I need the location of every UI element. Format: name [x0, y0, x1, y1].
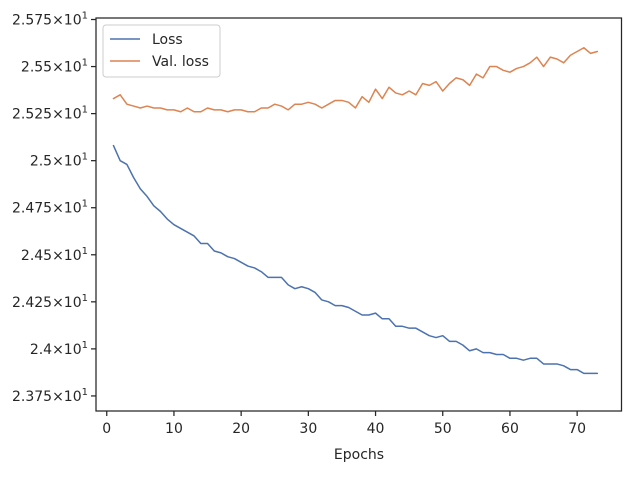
x-tick-label: 10 — [165, 421, 183, 437]
y-tick-label: 2.55×101 — [21, 58, 88, 76]
legend-label-val-loss: Val. loss — [152, 54, 209, 70]
plot-frame — [95, 17, 623, 412]
series-line-val-loss — [112, 46, 599, 113]
y-tick-label: 2.525×101 — [12, 105, 88, 123]
x-tick-label: 60 — [501, 421, 519, 437]
y-tick-label: 2.45×101 — [21, 246, 88, 264]
series-lines — [112, 46, 599, 375]
y-tick-label: 2.575×101 — [12, 11, 88, 29]
x-axis-ticks: 0 10 20 30 40 50 60 70 — [102, 411, 586, 437]
y-tick-label: 2.4×101 — [30, 340, 88, 358]
x-tick-label: 20 — [232, 421, 250, 437]
x-tick-label: 0 — [102, 421, 111, 437]
x-tick-label: 50 — [434, 421, 452, 437]
x-tick-label: 40 — [367, 421, 385, 437]
x-tick-label: 30 — [299, 421, 317, 437]
legend-box — [102, 24, 221, 78]
y-tick-label: 2.425×101 — [12, 293, 88, 311]
y-axis-ticks: 2.375×101 2.4×101 2.425×101 2.45×101 2.475×1… — [12, 11, 96, 405]
y-tick-label: 2.475×101 — [12, 199, 88, 217]
legend: Loss Val. loss — [102, 24, 221, 78]
legend-label-loss: Loss — [152, 32, 183, 48]
x-axis-label: Epochs — [334, 447, 384, 463]
y-tick-label: 2.375×101 — [12, 387, 88, 405]
y-tick-label: 2.5×101 — [30, 152, 88, 170]
x-tick-label: 70 — [568, 421, 586, 437]
series-line-loss — [112, 144, 599, 375]
